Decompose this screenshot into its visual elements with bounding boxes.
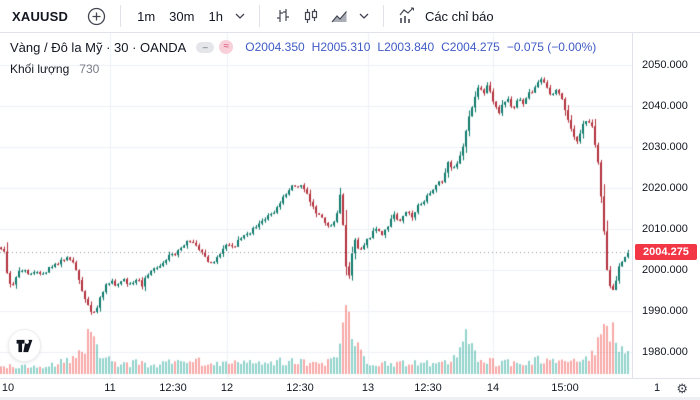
timeframe-menu-button[interactable] <box>230 10 250 22</box>
time-label: 15:00 <box>551 382 579 394</box>
time-label: 12:30 <box>159 382 187 394</box>
price-axis[interactable]: 2004.275 2050.000 2040.000 2030.000 2020.00… <box>632 33 700 378</box>
ohlc-values: O2004.350 H2005.310 L2003.840 C2004.275 … <box>245 40 596 54</box>
chart-area: Vàng / Đô la Mỹ · 30 · OANDA – ≈ O2004.3… <box>0 33 700 378</box>
chart-type-bars-button[interactable] <box>269 4 297 28</box>
price-tick: 2020.000 <box>642 181 688 194</box>
time-label: 13 <box>361 382 375 394</box>
symbol-name[interactable]: XAUUSD <box>12 8 69 24</box>
time-label: 10 <box>1 382 15 394</box>
ohlc-high: H2005.310 <box>311 40 371 54</box>
tradingview-logo-icon <box>16 339 33 352</box>
chart-legend: Vàng / Đô la Mỹ · 30 · OANDA – ≈ O2004.3… <box>10 39 596 77</box>
indicators-label: Các chỉ báo <box>424 8 494 24</box>
price-tick: 2030.000 <box>642 140 688 153</box>
chart-type-area-button[interactable] <box>325 5 354 27</box>
time-label: 12 <box>220 382 234 394</box>
last-price-badge: 2004.275 <box>635 244 697 261</box>
candles-chart-icon <box>304 9 318 23</box>
plus-circle-icon <box>87 7 106 25</box>
toolbar-separator <box>382 5 384 27</box>
legend-minimize-button[interactable]: – <box>196 41 215 53</box>
price-tick: 2010.000 <box>642 222 688 235</box>
legend-title[interactable]: Vàng / Đô la Mỹ · 30 · OANDA <box>10 39 187 55</box>
chart-type-candles-button[interactable] <box>297 4 325 28</box>
chart-type-menu-button[interactable] <box>354 10 374 22</box>
timeframe-button-30m[interactable]: 30m <box>162 6 201 27</box>
legend-source-button[interactable]: ≈ <box>219 40 234 54</box>
time-label: 1 <box>653 382 661 394</box>
indicators-button[interactable]: Các chỉ báo <box>393 4 499 28</box>
timeframe-button-1h[interactable]: 1h <box>201 6 229 27</box>
price-tick: 2000.000 <box>642 263 688 276</box>
ohlc-open: O2004.350 <box>245 40 305 54</box>
toolbar: XAUUSD 1m 30m 1h <box>0 0 700 33</box>
time-label: 14 <box>486 382 500 394</box>
chevron-down-icon <box>359 13 369 19</box>
ohlc-close: C2004.275 <box>441 40 500 54</box>
add-symbol-button[interactable] <box>82 4 111 29</box>
toolbar-separator <box>120 5 122 27</box>
area-chart-icon <box>331 11 347 23</box>
ohlc-low: L2003.840 <box>377 40 435 54</box>
volume-value: 730 <box>79 62 100 76</box>
price-tick: 2050.000 <box>642 58 688 71</box>
price-tick: 2040.000 <box>642 99 688 112</box>
bars-chart-icon <box>276 9 289 22</box>
time-label: 11 <box>104 382 116 394</box>
timeframe-button-1m[interactable]: 1m <box>130 6 162 27</box>
time-axis[interactable]: ⚙ 10 11 12:30 12 12:30 13 12:30 14 15:00 1 <box>0 378 700 397</box>
price-tick: 1990.000 <box>642 304 688 317</box>
toolbar-separator <box>258 5 260 27</box>
gear-icon: ⚙ <box>676 381 688 396</box>
time-label: 12:30 <box>414 382 442 394</box>
settings-gear-button[interactable]: ⚙ <box>670 380 694 398</box>
time-label: 12:30 <box>286 382 314 394</box>
tradingview-logo[interactable] <box>8 329 41 362</box>
bottom-edge-strip <box>0 397 700 400</box>
volume-label[interactable]: Khối lượng <box>10 62 70 76</box>
chevron-down-icon <box>235 13 245 19</box>
ohlc-change: −0.075 (−0.00%) <box>506 40 597 54</box>
indicators-icon <box>399 7 414 23</box>
price-chart-canvas[interactable] <box>0 33 633 378</box>
price-tick: 1980.000 <box>642 345 688 358</box>
